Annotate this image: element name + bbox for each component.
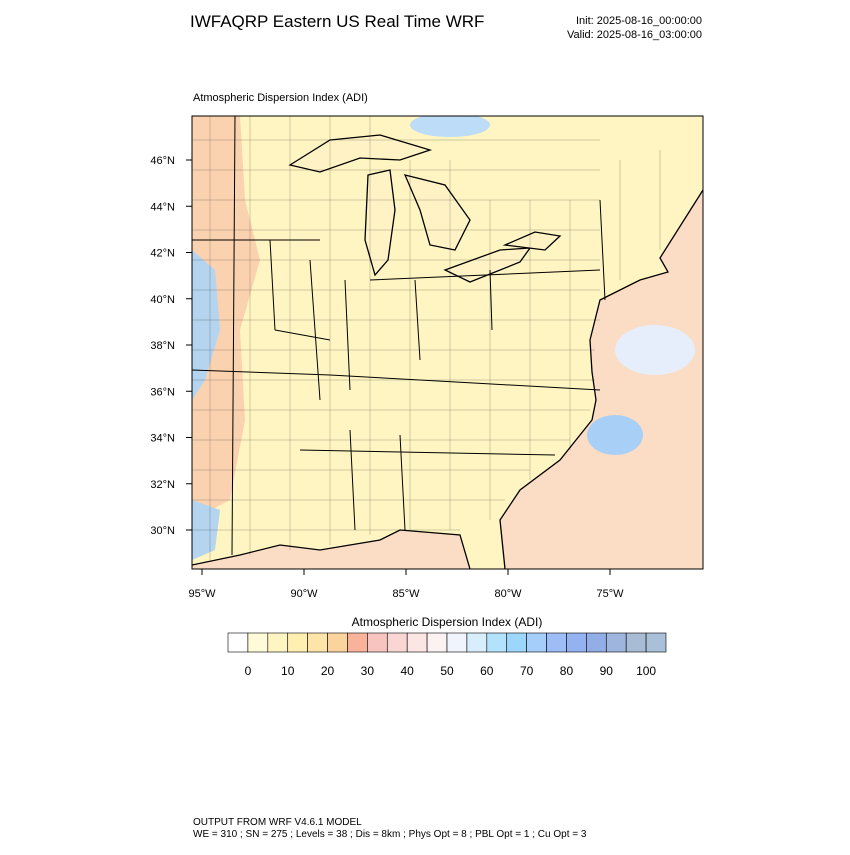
colorbar-box: [446, 632, 468, 653]
colorbar-box: [367, 632, 388, 653]
valid-time: Valid: 2025-08-16_03:00:00: [567, 29, 702, 41]
colorbar-box: [586, 632, 607, 653]
lon-labels: 95°W 90°W 85°W 80°W 75°W: [188, 569, 624, 600]
lat-label: 44°N: [150, 201, 175, 213]
lat-label: 46°N: [150, 155, 175, 167]
blue-region: [615, 325, 695, 375]
colorbar-box: [546, 632, 567, 653]
colorbar-box: [605, 632, 627, 653]
colorbar-box: [386, 632, 408, 653]
lon-label: 80°W: [494, 588, 522, 600]
colorbar-box: [566, 632, 587, 653]
title: IWFAQRP Eastern US Real Time WRF: [190, 12, 484, 31]
init-time: Init: 2025-08-16_00:00:00: [576, 15, 702, 27]
colorbar-box: [486, 632, 508, 653]
colorbar-box: [406, 632, 428, 653]
blue-region: [587, 415, 643, 455]
map-title: Atmospheric Dispersion Index (ADI): [193, 92, 368, 104]
colorbar-box: [625, 632, 647, 653]
warm-region: [192, 116, 260, 520]
lat-label: 40°N: [150, 294, 175, 306]
map: [192, 116, 703, 569]
county-grid: [192, 116, 661, 560]
colorbar-box: [227, 632, 249, 653]
land: [192, 116, 703, 569]
lon-label: 85°W: [392, 588, 420, 600]
colorbar-tick-label: 40: [401, 664, 415, 678]
colorbar-tick-label: 90: [600, 664, 614, 678]
colorbar-title: Atmospheric Dispersion Index (ADI): [352, 615, 543, 629]
colorbar-box: [307, 632, 328, 653]
colorbar-box: [466, 632, 488, 653]
colorbar-box: [426, 632, 448, 653]
colorbar-tick-label: 10: [281, 664, 295, 678]
colorbar-box: [287, 632, 308, 653]
colorbar-box: [327, 632, 348, 653]
blue-region: [192, 250, 220, 400]
colorbar-tick-label: 0: [245, 664, 252, 678]
lon-label: 75°W: [596, 588, 624, 600]
colorbar-box: [526, 632, 547, 653]
colorbar-tick-label: 80: [560, 664, 574, 678]
lat-label: 36°N: [150, 386, 175, 398]
lat-label: 32°N: [150, 479, 175, 491]
colorbar-tick-label: 30: [361, 664, 375, 678]
colorbar-tick-label: 20: [321, 664, 335, 678]
coastline: [192, 189, 703, 569]
blue-region: [410, 116, 490, 137]
lat-label: 34°N: [150, 433, 175, 445]
colorbar-box: [267, 632, 289, 653]
map-frame: [191, 115, 704, 570]
lat-label: 38°N: [150, 340, 175, 352]
colorbar-tick-label: 60: [480, 664, 494, 678]
colorbar-tick-label: 100: [636, 664, 656, 678]
colorbar-box: [247, 632, 269, 653]
lat-label: 30°N: [150, 525, 175, 537]
colorbar-box: [506, 632, 527, 653]
lat-labels: 46°N 44°N 42°N 40°N 38°N 36°N 34°N 32°N 30°N: [150, 155, 192, 537]
state-borders: [192, 116, 606, 556]
colorbar-tick-label: 70: [520, 664, 534, 678]
colorbar-box: [347, 632, 368, 653]
colorbar-tick-label: 50: [440, 664, 454, 678]
lon-label: 95°W: [188, 588, 216, 600]
lon-label: 90°W: [290, 588, 318, 600]
colorbar: 0 10 20 30 40 50 60 70 80 90 100: [227, 632, 667, 678]
footer-line: WE = 310 ; SN = 275 ; Levels = 38 ; Dis …: [193, 829, 587, 840]
footer-line: OUTPUT FROM WRF V4.6.1 MODEL: [193, 817, 362, 828]
lat-label: 42°N: [150, 248, 175, 260]
colorbar-box: [645, 632, 667, 653]
